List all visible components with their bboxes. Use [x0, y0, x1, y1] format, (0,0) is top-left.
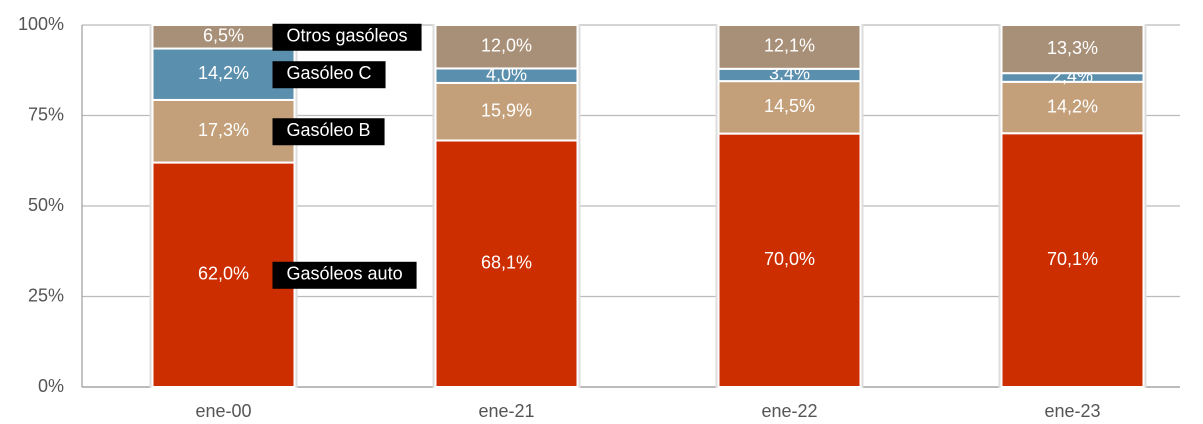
y-tick-label: 0% — [38, 376, 64, 396]
value-label: 68,1% — [481, 252, 532, 272]
value-label: 17,3% — [198, 120, 249, 140]
value-label: 13,3% — [1047, 38, 1098, 58]
legend-label: Gasóleo C — [287, 63, 372, 83]
y-tick-label: 100% — [18, 14, 64, 34]
x-tick-label: ene-00 — [195, 401, 251, 421]
bar-segment — [151, 161, 296, 388]
x-tick-label: ene-23 — [1044, 401, 1100, 421]
legend-box — [272, 261, 417, 289]
bar-segment — [717, 80, 862, 135]
legend-box — [272, 23, 422, 51]
value-label: 14,2% — [198, 63, 249, 83]
value-label: 14,5% — [764, 96, 815, 116]
legend-box — [272, 61, 386, 89]
value-label: 14,2% — [1047, 96, 1098, 116]
y-tick-label: 50% — [28, 195, 64, 215]
bar-segment — [434, 24, 579, 70]
value-label: 15,9% — [481, 100, 532, 120]
bar-segment — [1000, 80, 1145, 135]
value-label: 70,0% — [764, 249, 815, 269]
bar-segment — [717, 24, 862, 70]
x-tick-label: ene-21 — [478, 401, 534, 421]
value-label: 12,1% — [764, 36, 815, 56]
bar-segment — [1000, 24, 1145, 75]
y-tick-label: 25% — [28, 285, 64, 305]
bar-segment — [1000, 132, 1145, 388]
value-label: 70,1% — [1047, 249, 1098, 269]
y-tick-label: 75% — [28, 104, 64, 124]
legend-label: Otros gasóleos — [287, 26, 408, 46]
legend-box — [272, 118, 385, 146]
value-label: 12,0% — [481, 35, 532, 55]
bar-segment — [434, 139, 579, 388]
value-label: 62,0% — [198, 264, 249, 284]
x-tick-label: ene-22 — [761, 401, 817, 421]
bar-segment — [717, 132, 862, 388]
value-label: 6,5% — [203, 26, 244, 46]
bar-segment — [434, 81, 579, 142]
legend-label: Gasóleos auto — [287, 264, 403, 284]
bar-segment — [151, 47, 296, 101]
legend-label: Gasóleo B — [287, 120, 371, 140]
